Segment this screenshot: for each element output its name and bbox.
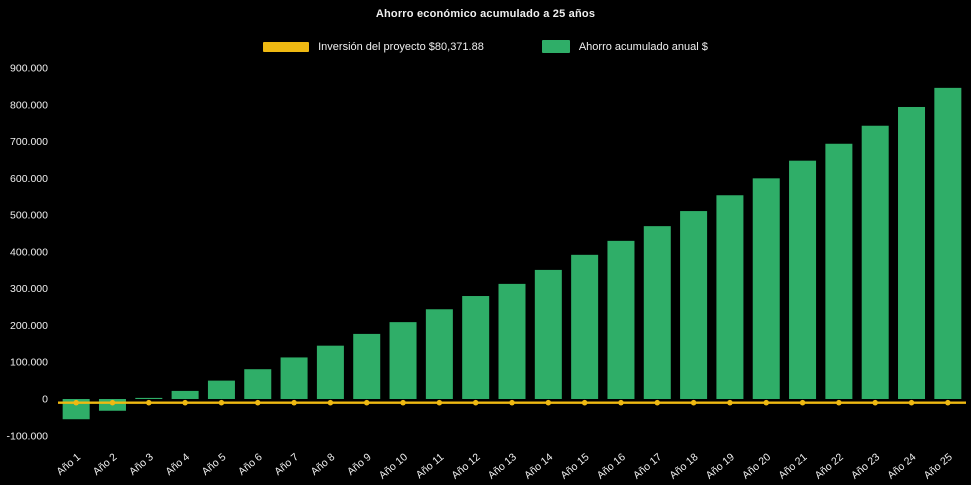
savings-bar bbox=[607, 240, 635, 399]
x-axis-label: Año 19 bbox=[704, 451, 737, 482]
investment-line-marker bbox=[727, 399, 733, 406]
investment-line-marker bbox=[763, 399, 770, 406]
x-axis-label: Año 17 bbox=[631, 451, 664, 482]
y-axis-tick-label: 600.000 bbox=[10, 173, 48, 185]
x-axis-label: Año 22 bbox=[813, 451, 846, 482]
savings-bar bbox=[135, 397, 163, 399]
x-axis-label: Año 13 bbox=[486, 451, 519, 482]
legend-item-investment: Inversión del proyecto $80,371.88 bbox=[263, 41, 484, 53]
savings-bar bbox=[62, 399, 90, 420]
legend-label-savings: Ahorro acumulado anual $ bbox=[578, 40, 708, 53]
x-axis-label: Año 21 bbox=[776, 451, 809, 482]
y-axis-tick-label: 500.000 bbox=[10, 210, 48, 222]
savings-bar bbox=[789, 160, 817, 399]
savings-bar bbox=[934, 87, 962, 400]
investment-line-marker bbox=[872, 399, 878, 406]
chart-title: Ahorro económico acumulado a 25 años bbox=[375, 8, 596, 20]
savings-bar bbox=[171, 390, 199, 399]
savings-bar bbox=[898, 106, 926, 400]
legend-swatch-savings-bar bbox=[541, 40, 570, 53]
x-axis-label: Año 3 bbox=[127, 451, 156, 478]
investment-line-marker bbox=[618, 399, 624, 406]
legend-item-savings: Ahorro acumulado anual $ bbox=[541, 40, 708, 53]
y-axis-tick-label: 100.000 bbox=[10, 357, 48, 369]
y-axis-tick-label: 200.000 bbox=[10, 320, 48, 332]
x-axis-label: Año 6 bbox=[236, 451, 265, 478]
y-axis-tick-label: 0 bbox=[42, 394, 48, 406]
investment-line-marker bbox=[799, 399, 806, 406]
savings-bar bbox=[643, 226, 671, 399]
x-axis-label: Año 15 bbox=[558, 451, 591, 482]
savings-bar bbox=[716, 195, 744, 399]
investment-line-marker bbox=[945, 399, 951, 406]
y-axis-tick-label: 400.000 bbox=[10, 246, 48, 258]
investment-line-marker bbox=[654, 399, 661, 406]
chart-legend: Inversión del proyecto $80,371.88 Ahorro… bbox=[0, 40, 971, 53]
x-axis-label: Año 25 bbox=[922, 451, 955, 482]
savings-bar bbox=[571, 254, 599, 399]
savings-bar bbox=[534, 269, 562, 399]
x-axis-label: Año 12 bbox=[449, 451, 482, 482]
savings-bar bbox=[207, 380, 235, 399]
x-axis-label: Año 1 bbox=[54, 451, 83, 478]
savings-bar bbox=[389, 322, 417, 399]
x-axis-label: Año 7 bbox=[272, 451, 301, 478]
investment-line-marker bbox=[836, 399, 842, 406]
legend-label-investment: Inversión del proyecto $80,371.88 bbox=[318, 40, 484, 53]
investment-line-marker bbox=[545, 399, 552, 406]
investment-line-marker bbox=[908, 399, 915, 406]
savings-bar bbox=[280, 357, 308, 399]
investment-line-marker bbox=[182, 399, 188, 406]
investment-line-marker bbox=[400, 399, 406, 406]
y-axis-tick-label: 800.000 bbox=[10, 99, 48, 111]
investment-line-marker bbox=[690, 399, 697, 406]
savings-bar bbox=[498, 283, 526, 399]
x-axis-label: Año 10 bbox=[377, 451, 410, 482]
y-axis-tick-label: 700.000 bbox=[10, 136, 48, 148]
y-axis-tick-label: 900.000 bbox=[10, 63, 48, 75]
x-axis-label: Año 14 bbox=[522, 451, 555, 482]
y-axis-tick-label: -100.000 bbox=[7, 430, 49, 442]
savings-bar bbox=[353, 333, 381, 399]
x-axis-label: Año 18 bbox=[667, 451, 700, 482]
savings-bar bbox=[244, 369, 272, 399]
x-axis-label: Año 23 bbox=[849, 451, 882, 482]
investment-line-marker bbox=[73, 399, 79, 406]
savings-bar bbox=[462, 296, 490, 399]
x-axis-label: Año 5 bbox=[200, 451, 229, 478]
investment-line-marker bbox=[509, 399, 515, 406]
investment-line-marker bbox=[109, 399, 116, 406]
investment-line-marker bbox=[436, 399, 443, 406]
investment-line-marker bbox=[327, 399, 334, 406]
y-axis-tick-label: 300.000 bbox=[10, 283, 48, 295]
investment-line-marker bbox=[146, 399, 152, 406]
x-axis-label: Año 24 bbox=[885, 451, 918, 482]
savings-bar bbox=[425, 309, 453, 399]
investment-line-marker bbox=[472, 399, 479, 406]
investment-line-marker bbox=[218, 399, 225, 406]
x-axis-label: Año 20 bbox=[740, 451, 773, 482]
savings-bar bbox=[316, 345, 344, 399]
savings-bar bbox=[752, 178, 780, 399]
x-axis-label: Año 2 bbox=[91, 451, 120, 478]
x-axis-label: Año 11 bbox=[414, 451, 447, 481]
investment-line-marker bbox=[363, 399, 370, 406]
investment-line-marker bbox=[291, 399, 297, 406]
investment-line-marker bbox=[581, 399, 588, 406]
x-axis-label: Año 4 bbox=[163, 451, 192, 478]
x-axis-label: Año 9 bbox=[345, 451, 374, 478]
legend-swatch-investment-line bbox=[263, 41, 310, 52]
investment-line-marker bbox=[254, 399, 261, 406]
savings-bar bbox=[680, 211, 708, 399]
savings-bar bbox=[861, 125, 889, 399]
x-axis-label: Año 16 bbox=[595, 451, 628, 482]
savings-bar bbox=[825, 143, 853, 399]
x-axis-label: Año 8 bbox=[309, 451, 338, 478]
